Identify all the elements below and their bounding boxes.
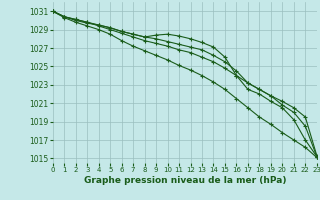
X-axis label: Graphe pression niveau de la mer (hPa): Graphe pression niveau de la mer (hPa) bbox=[84, 176, 286, 185]
